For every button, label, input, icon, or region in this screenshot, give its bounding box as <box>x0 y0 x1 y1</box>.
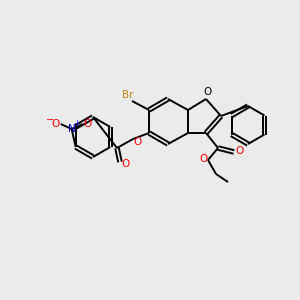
Text: O: O <box>52 119 60 129</box>
Text: +: + <box>73 119 80 128</box>
Text: O: O <box>235 146 243 156</box>
Text: Br: Br <box>122 90 134 100</box>
Text: O: O <box>84 119 92 129</box>
Text: O: O <box>133 137 141 147</box>
Text: N: N <box>68 124 76 134</box>
Text: O: O <box>204 87 212 97</box>
Text: O: O <box>199 154 207 164</box>
Text: O: O <box>121 159 129 169</box>
Text: −: − <box>46 115 54 125</box>
